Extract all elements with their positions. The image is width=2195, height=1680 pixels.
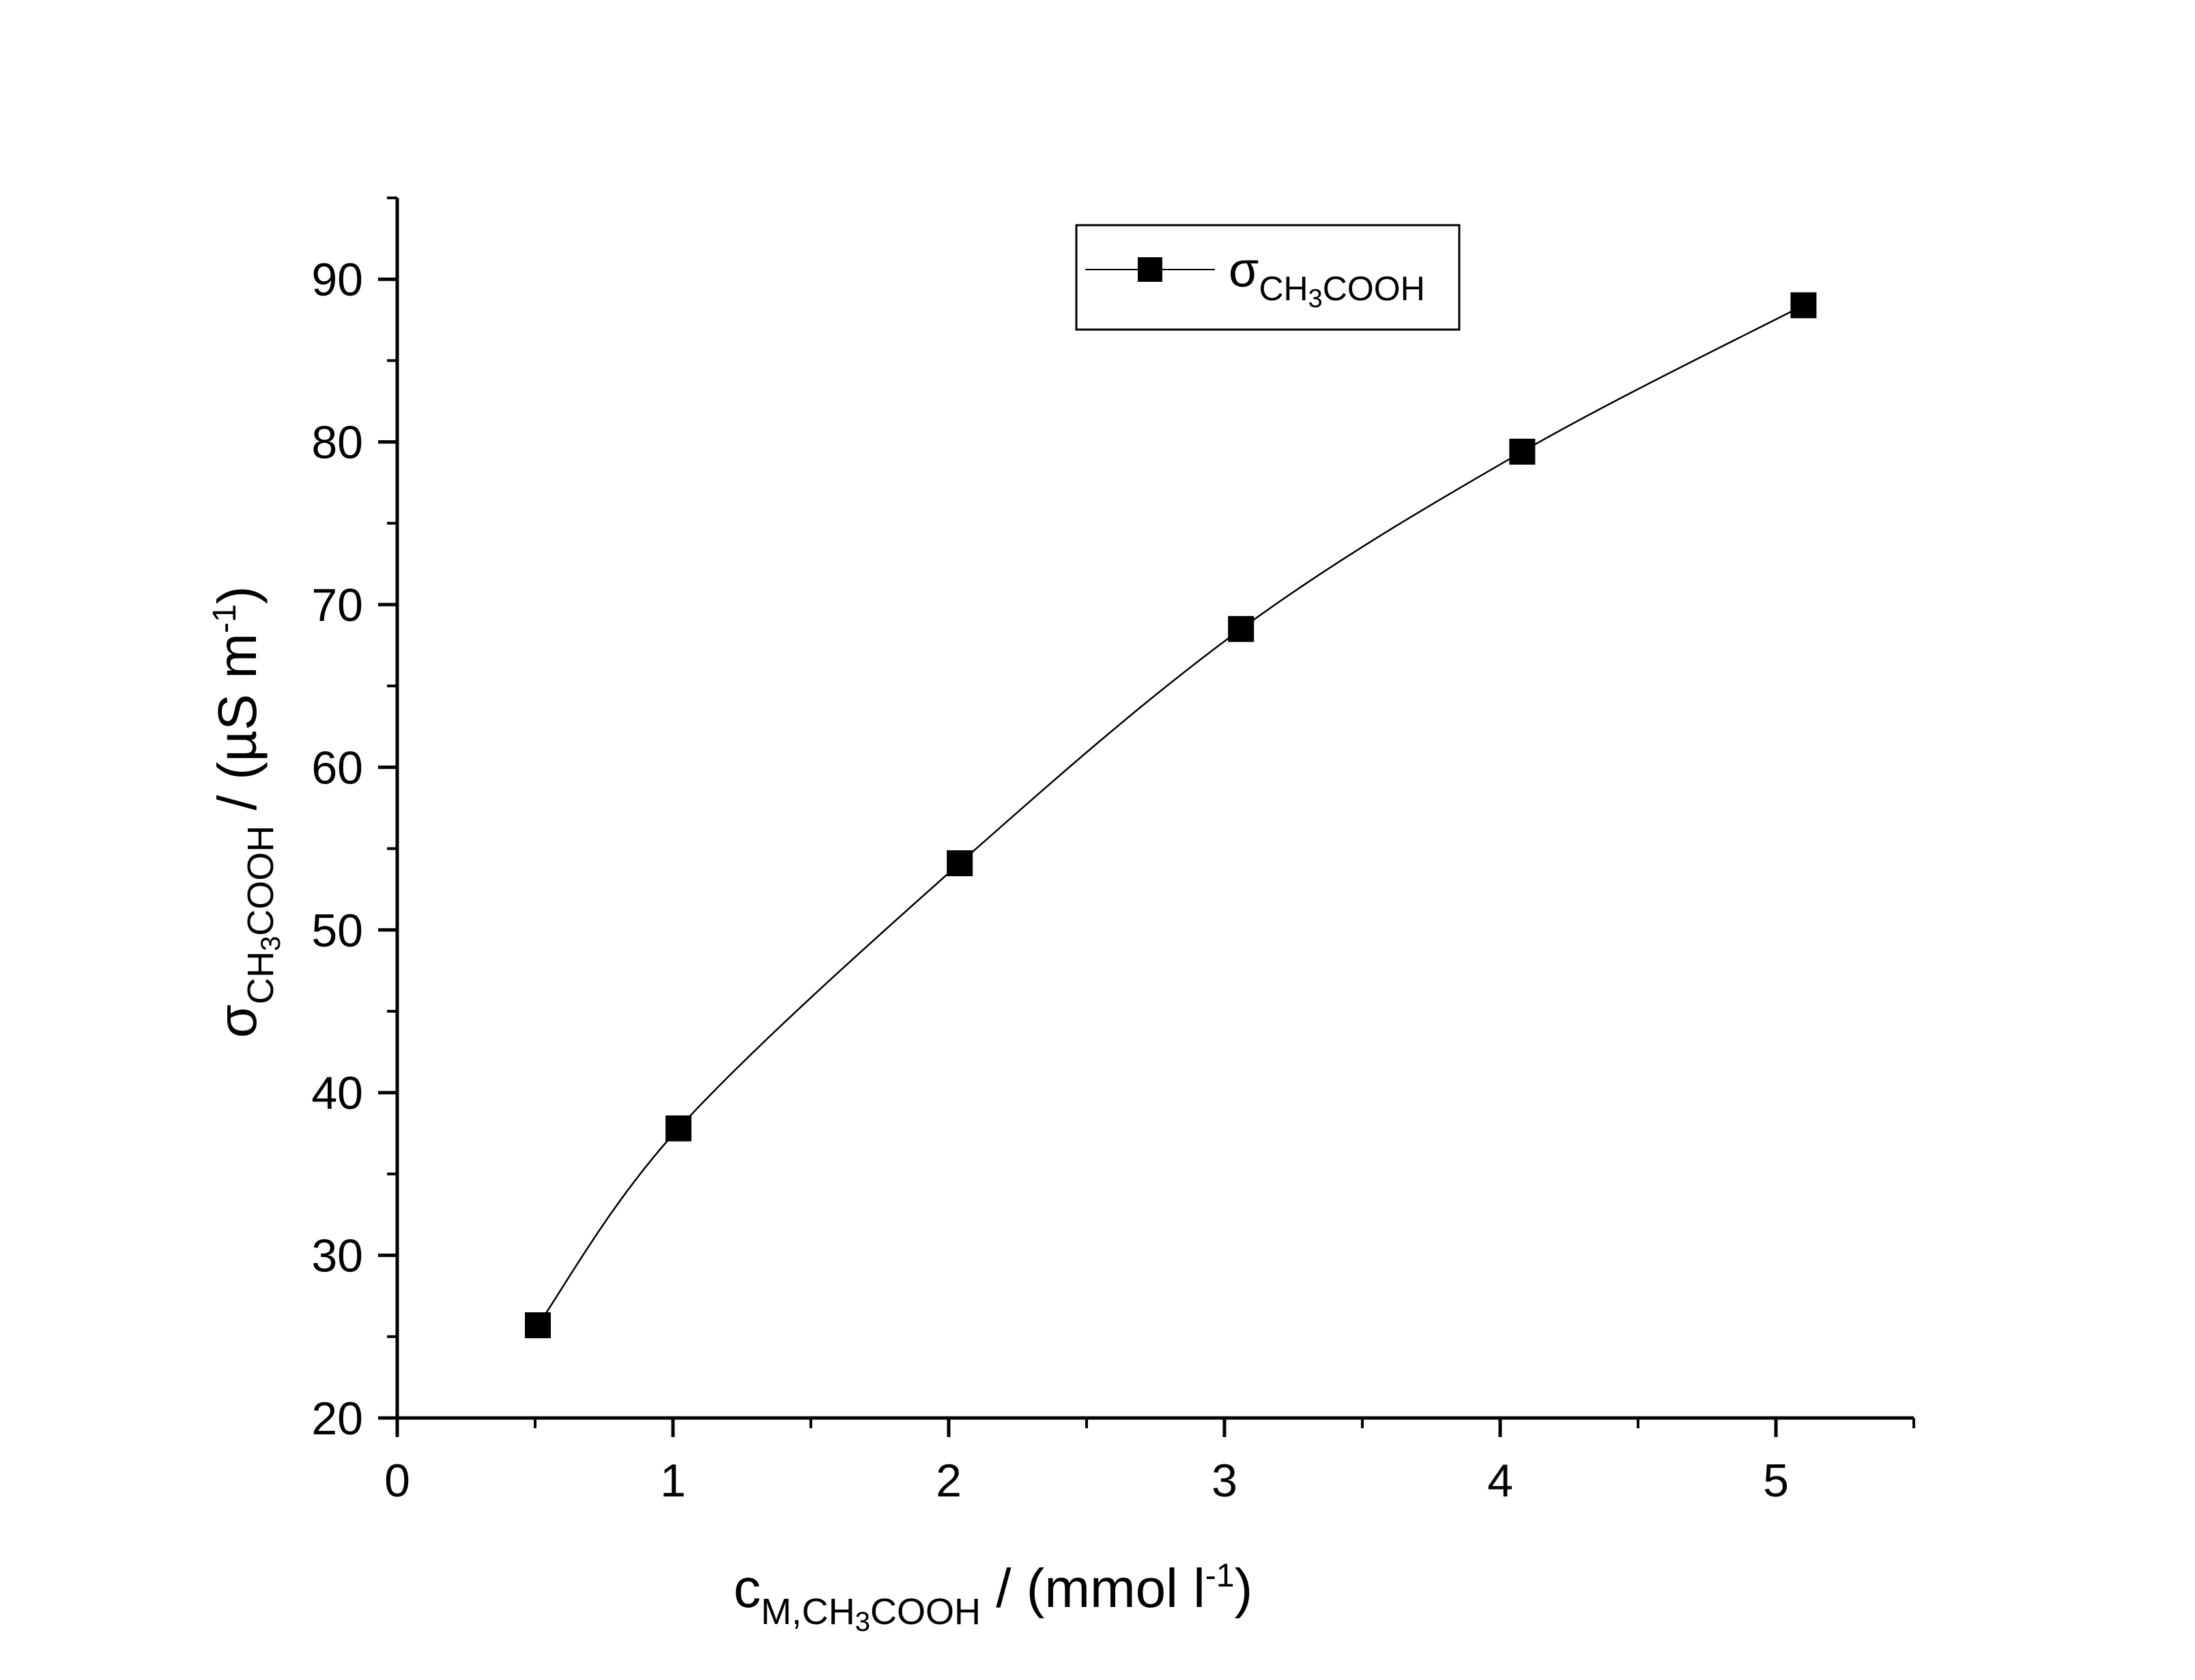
data-point	[1228, 615, 1254, 642]
x-tick-label: 0	[384, 1455, 410, 1507]
x-title-main: c	[734, 1558, 761, 1619]
x-title-close: )	[1235, 1558, 1253, 1619]
data-point	[1790, 292, 1817, 319]
y-title-sub-1: CH	[240, 951, 281, 1004]
fit-curve	[537, 304, 1804, 1326]
y-tick-label: 90	[311, 254, 363, 306]
legend-label: σCH3COOH	[1229, 243, 1425, 313]
data-point	[525, 1312, 551, 1339]
y-tick-label: 80	[311, 417, 363, 469]
x-title-sub-3: COOH	[870, 1591, 981, 1632]
x-axis-title: cM,CH3COOH / (mmol l-1)	[734, 1558, 1252, 1637]
legend-marker	[1138, 257, 1162, 282]
x-tick-label: 5	[1763, 1455, 1789, 1507]
x-tick-label: 2	[936, 1455, 962, 1507]
legend-label-sub-3: COOH	[1323, 270, 1425, 308]
y-tick-label: 30	[311, 1230, 363, 1282]
legend-label-sub-2: 3	[1308, 285, 1323, 313]
data-markers	[525, 292, 1817, 1339]
legend-label-sub-1: CH	[1259, 270, 1308, 308]
y-title-sup: -1	[207, 604, 243, 633]
data-point	[1509, 438, 1536, 465]
y-title-main: σ	[207, 1004, 268, 1038]
y-axis-title: σCH3COOH / (µS m-1)	[207, 586, 286, 1039]
y-tick-label: 60	[311, 742, 363, 794]
tick-labels: 0 1 2 3 4 5 20 30 40 50 60 70 80 90	[311, 254, 1789, 1507]
x-title-sub-2: 3	[855, 1607, 870, 1637]
axes	[395, 198, 1914, 1420]
y-tick-label: 20	[311, 1393, 363, 1445]
x-tick-label: 1	[660, 1455, 686, 1507]
x-tick-label: 4	[1487, 1455, 1513, 1507]
x-title-rest: / (mmol l	[981, 1558, 1205, 1619]
y-tick-label: 50	[311, 905, 363, 957]
y-title-rest: / (µS m	[207, 633, 268, 826]
ticks	[378, 197, 1915, 1437]
data-point	[665, 1115, 692, 1142]
data-point	[947, 850, 973, 877]
legend-label-main: σ	[1229, 243, 1259, 298]
y-title-sub-2: 3	[256, 936, 286, 951]
y-tick-label: 70	[311, 579, 363, 631]
fit-curve-line	[537, 304, 1804, 1326]
x-title-sup: -1	[1205, 1558, 1235, 1594]
x-tick-label: 3	[1211, 1455, 1237, 1507]
y-title-sub-3: COOH	[240, 826, 281, 936]
y-title-close: )	[207, 586, 268, 605]
y-tick-label: 40	[311, 1067, 363, 1119]
x-title-sub-1: M,CH	[761, 1591, 855, 1632]
legend: σCH3COOH	[1075, 224, 1461, 331]
